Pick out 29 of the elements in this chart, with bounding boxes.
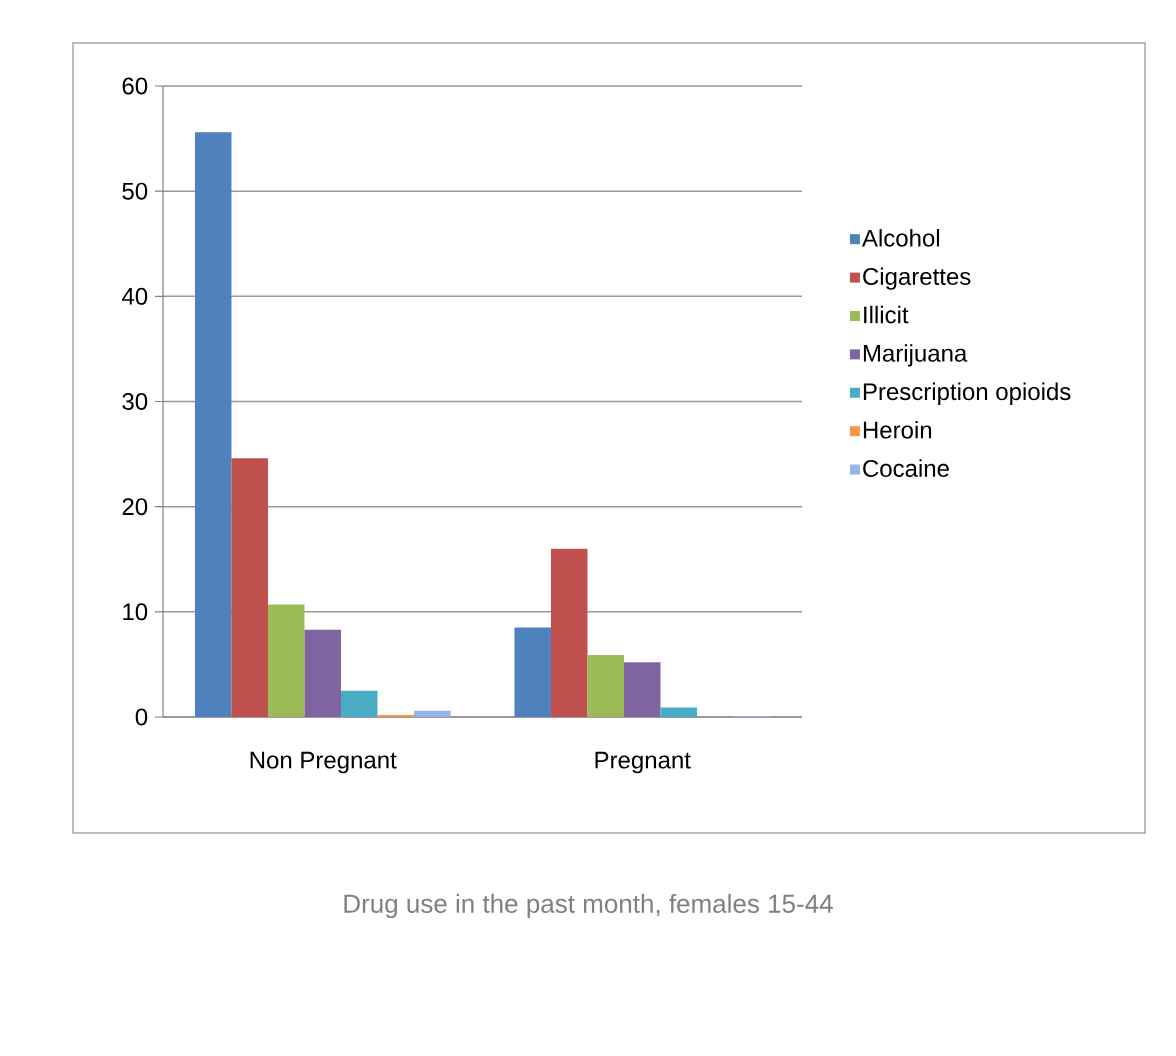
y-tick-label: 50 — [122, 182, 148, 200]
bar — [267, 604, 305, 717]
legend-label: Prescription opioids — [863, 382, 1071, 405]
y-tick-label: 0 — [135, 708, 148, 726]
bar — [550, 548, 588, 717]
legend-label: Alcohol — [861, 229, 940, 247]
y-tick-label: 20 — [122, 498, 148, 516]
bar — [304, 629, 342, 717]
y-tick-label: 10 — [123, 603, 148, 621]
legend-label: Illicit — [864, 305, 909, 324]
legend-label: Cigarettes — [863, 267, 971, 290]
legend-label: Cocaine — [863, 459, 949, 477]
bar — [414, 710, 451, 717]
bar — [341, 690, 378, 717]
y-tick-label: 30 — [122, 393, 148, 410]
y-tick-label: 40 — [121, 287, 148, 305]
bar — [194, 132, 232, 717]
bar — [624, 662, 661, 717]
text: Drug use in the past month, females 15-44 — [344, 893, 833, 919]
bar — [660, 707, 698, 717]
x-tick-label: Pregnant — [595, 751, 691, 774]
bar — [377, 714, 415, 717]
x-tick-label: Non Pregnant — [250, 751, 397, 774]
legend-label: Heroin — [863, 420, 932, 439]
bar — [587, 654, 624, 717]
y-tick-label: 60 — [122, 77, 148, 95]
legend-label: Marijuana — [863, 344, 968, 367]
bar — [231, 458, 268, 717]
bar — [514, 627, 551, 717]
